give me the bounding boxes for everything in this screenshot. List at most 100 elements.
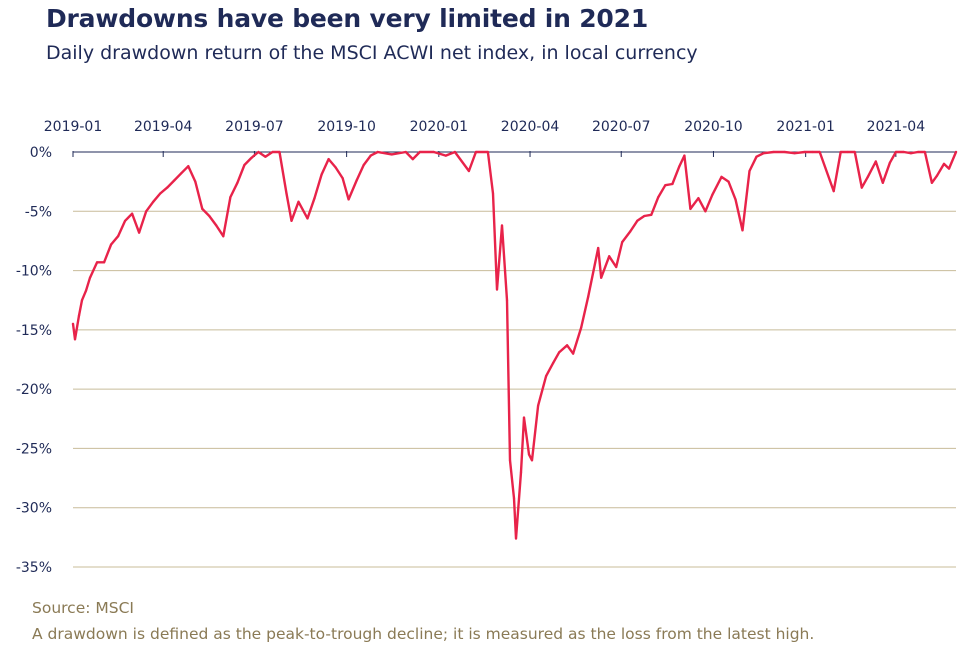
data-point (629, 230, 632, 233)
data-point (145, 210, 148, 213)
data-point (250, 156, 253, 159)
data-point (580, 326, 583, 329)
data-point (683, 154, 686, 157)
drawdown-series-line (71, 150, 958, 540)
data-point (909, 152, 913, 155)
data-point (453, 150, 456, 154)
data-point (930, 181, 934, 184)
data-point (313, 197, 316, 200)
data-point (208, 214, 211, 218)
data-point (124, 219, 127, 222)
data-point (545, 375, 548, 378)
data-point (519, 471, 523, 474)
data-point (194, 180, 197, 183)
data-point (285, 192, 288, 195)
chart-title: Drawdowns have been very limited in 2021 (46, 4, 649, 33)
y-tick-label: -15% (16, 323, 52, 339)
data-point (512, 497, 516, 500)
data-point (264, 155, 267, 158)
data-point (88, 276, 92, 279)
data-point (894, 150, 898, 154)
data-point (271, 150, 274, 154)
data-point (650, 213, 653, 216)
data-point (243, 163, 246, 167)
x-tick-label: 2019-07 (225, 119, 284, 135)
y-tick-label: -25% (16, 441, 52, 457)
data-point (411, 158, 414, 161)
data-point (491, 192, 495, 195)
data-point (954, 150, 958, 154)
data-point (839, 150, 842, 154)
y-tick-label: -10% (16, 264, 52, 280)
x-tick-label: 2020-01 (410, 119, 469, 135)
data-point (803, 150, 806, 154)
x-tick-label: 2021-04 (867, 119, 926, 135)
data-point (257, 150, 260, 154)
x-tick-label: 2019-10 (317, 119, 376, 135)
data-point (621, 241, 624, 244)
data-point (678, 165, 681, 168)
data-point (566, 344, 569, 347)
y-tick-label: 0% (30, 145, 52, 161)
y-axis: 0% -5% -10% -15% -20% -25% -30% -35% (16, 145, 52, 576)
y-tick-label: -35% (16, 560, 52, 576)
data-point (636, 219, 639, 222)
data-point (697, 197, 700, 200)
data-point (902, 150, 906, 154)
definition-note: A drawdown is defined as the peak-to-tro… (32, 625, 815, 643)
data-point (615, 265, 618, 269)
y-tick-label: -5% (25, 204, 52, 220)
data-point (73, 338, 77, 341)
data-point (444, 154, 447, 157)
data-point (935, 174, 939, 177)
data-point (369, 154, 372, 157)
data-point (180, 172, 183, 175)
data-point (762, 152, 765, 155)
data-point (755, 155, 758, 158)
data-point (474, 150, 477, 154)
data-point (341, 177, 344, 180)
data-point (467, 169, 470, 173)
y-tick-label: -20% (16, 382, 52, 398)
data-point (783, 150, 786, 154)
data-point (727, 180, 730, 183)
data-point (832, 190, 835, 193)
data-point (874, 160, 877, 163)
data-point (327, 158, 330, 161)
data-point (71, 322, 75, 325)
data-point (881, 181, 884, 184)
data-point (597, 246, 600, 250)
x-tick-label: 2019-04 (134, 119, 193, 135)
data-point (432, 150, 435, 154)
data-point (229, 196, 232, 199)
data-point (131, 212, 134, 215)
data-point (187, 165, 190, 168)
data-point (530, 459, 534, 462)
data-point (711, 193, 714, 196)
data-point (236, 181, 239, 184)
data-point (306, 217, 309, 220)
data-point (558, 351, 561, 354)
data-point (671, 182, 674, 186)
data-point (793, 152, 796, 155)
data-point (508, 459, 512, 462)
x-tick-label: 2021-01 (776, 119, 835, 135)
data-point (587, 295, 590, 298)
y-tick-label: -30% (16, 501, 52, 517)
data-point (748, 169, 751, 173)
x-tick-label: 2020-04 (501, 119, 560, 135)
data-point (297, 200, 300, 203)
data-point (572, 352, 575, 355)
data-point (152, 200, 155, 203)
data-point (689, 207, 692, 210)
data-point (704, 210, 707, 213)
data-point (166, 186, 169, 189)
data-point (84, 289, 88, 292)
data-point (404, 150, 407, 154)
data-point (866, 175, 869, 178)
data-point (514, 537, 518, 540)
data-point (347, 198, 350, 201)
data-point (916, 150, 920, 154)
data-point (110, 243, 113, 246)
data-point (215, 224, 218, 227)
